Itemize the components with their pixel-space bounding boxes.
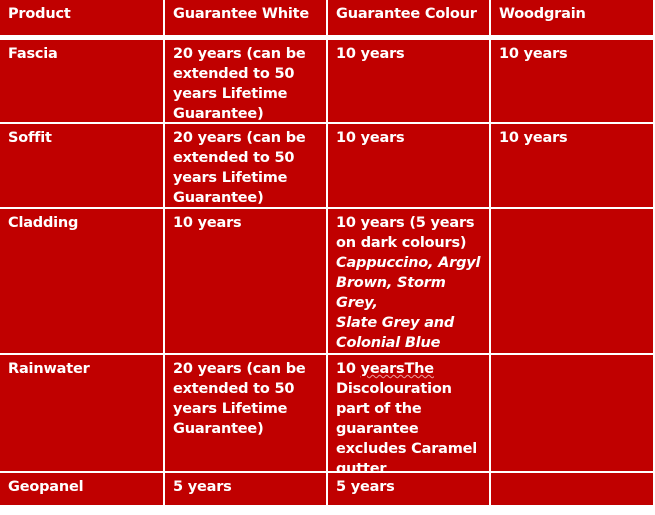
fascia-colour: 10 years bbox=[328, 40, 489, 122]
cladding-woodgrain bbox=[491, 209, 653, 353]
cladding-white: 10 years bbox=[165, 209, 326, 353]
rainwater-colour: 10 yearsThe Discolouration part of the g… bbox=[328, 355, 489, 471]
geopanel-colour: 5 years bbox=[328, 473, 489, 505]
soffit-product: Soffit bbox=[0, 124, 163, 207]
header-guarantee-white: Guarantee White bbox=[165, 0, 326, 35]
rainwater-colour-text: Discolouration part of the guarantee exc… bbox=[336, 381, 478, 471]
cladding-colour-text: 10 years (5 years on dark colours) bbox=[336, 215, 475, 251]
rainwater-colour-prefix: 10 bbox=[336, 361, 361, 377]
spellcheck-word: yearsThe bbox=[360, 361, 435, 377]
rainwater-woodgrain bbox=[491, 355, 653, 471]
geopanel-product: Geopanel bbox=[0, 473, 163, 505]
geopanel-woodgrain bbox=[491, 473, 653, 505]
rainwater-product: Rainwater bbox=[0, 355, 163, 471]
fascia-product: Fascia bbox=[0, 40, 163, 122]
soffit-white: 20 years (can be extended to 50 years Li… bbox=[165, 124, 326, 207]
header-guarantee-colour: Guarantee Colour bbox=[328, 0, 489, 35]
cladding-product: Cladding bbox=[0, 209, 163, 353]
cladding-dark-colours-2: Slate Grey and Colonial Blue bbox=[336, 315, 455, 351]
rainwater-white: 20 years (can be extended to 50 years Li… bbox=[165, 355, 326, 471]
cladding-colour: 10 years (5 years on dark colours) Cappu… bbox=[328, 209, 489, 353]
header-product: Product bbox=[0, 0, 163, 35]
guarantee-table: Product Guarantee White Guarantee Colour… bbox=[0, 0, 653, 505]
fascia-woodgrain: 10 years bbox=[491, 40, 653, 122]
header-woodgrain: Woodgrain bbox=[491, 0, 653, 35]
soffit-woodgrain: 10 years bbox=[491, 124, 653, 207]
geopanel-white: 5 years bbox=[165, 473, 326, 505]
cladding-dark-colours: Cappuccino, Argyl Brown, Storm Grey, bbox=[336, 255, 481, 311]
soffit-colour: 10 years bbox=[328, 124, 489, 207]
fascia-white: 20 years (can be extended to 50 years Li… bbox=[165, 40, 326, 122]
